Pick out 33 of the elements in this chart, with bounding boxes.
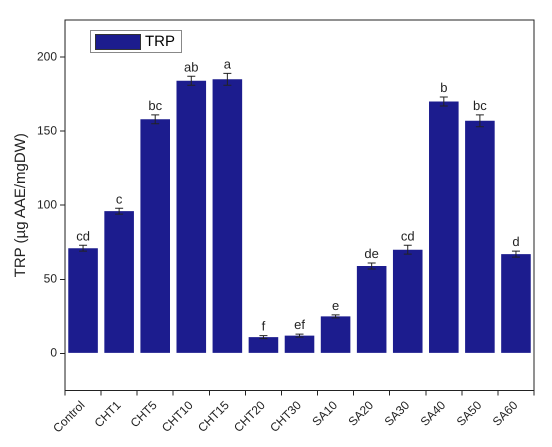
bar [284, 336, 314, 353]
annotation: f [262, 318, 266, 334]
y-tick-label: 100 [36, 198, 58, 212]
annotation: cd [76, 228, 90, 244]
bar [248, 337, 278, 353]
annotation: a [224, 56, 232, 72]
y-tick-label: 50 [44, 272, 58, 286]
bar [68, 248, 98, 353]
bar [465, 120, 495, 353]
bar [212, 79, 242, 353]
bar [392, 250, 423, 353]
bar [176, 80, 206, 353]
annotation: d [512, 234, 520, 250]
annotation: bc [473, 98, 488, 113]
bar [104, 211, 134, 353]
bar [140, 119, 170, 353]
annotation: bc [148, 98, 163, 113]
annotation: b [440, 80, 448, 96]
annotation: e [332, 298, 340, 313]
y-tick-label: 200 [36, 49, 58, 64]
bar [429, 102, 459, 353]
legend-label: TRP [145, 33, 175, 50]
annotation: ab [184, 59, 199, 74]
bar [320, 316, 350, 353]
annotation: ef [294, 317, 306, 332]
annotation: c [116, 191, 123, 206]
y-tick-label: 150 [36, 123, 58, 138]
y-axis-title: TRP (µg AAE/mgDW) [12, 133, 30, 278]
bar [501, 254, 531, 353]
bar [356, 266, 386, 353]
annotation: cd [400, 228, 415, 244]
annotation: de [364, 246, 379, 262]
y-tick-label: 0 [50, 346, 58, 360]
